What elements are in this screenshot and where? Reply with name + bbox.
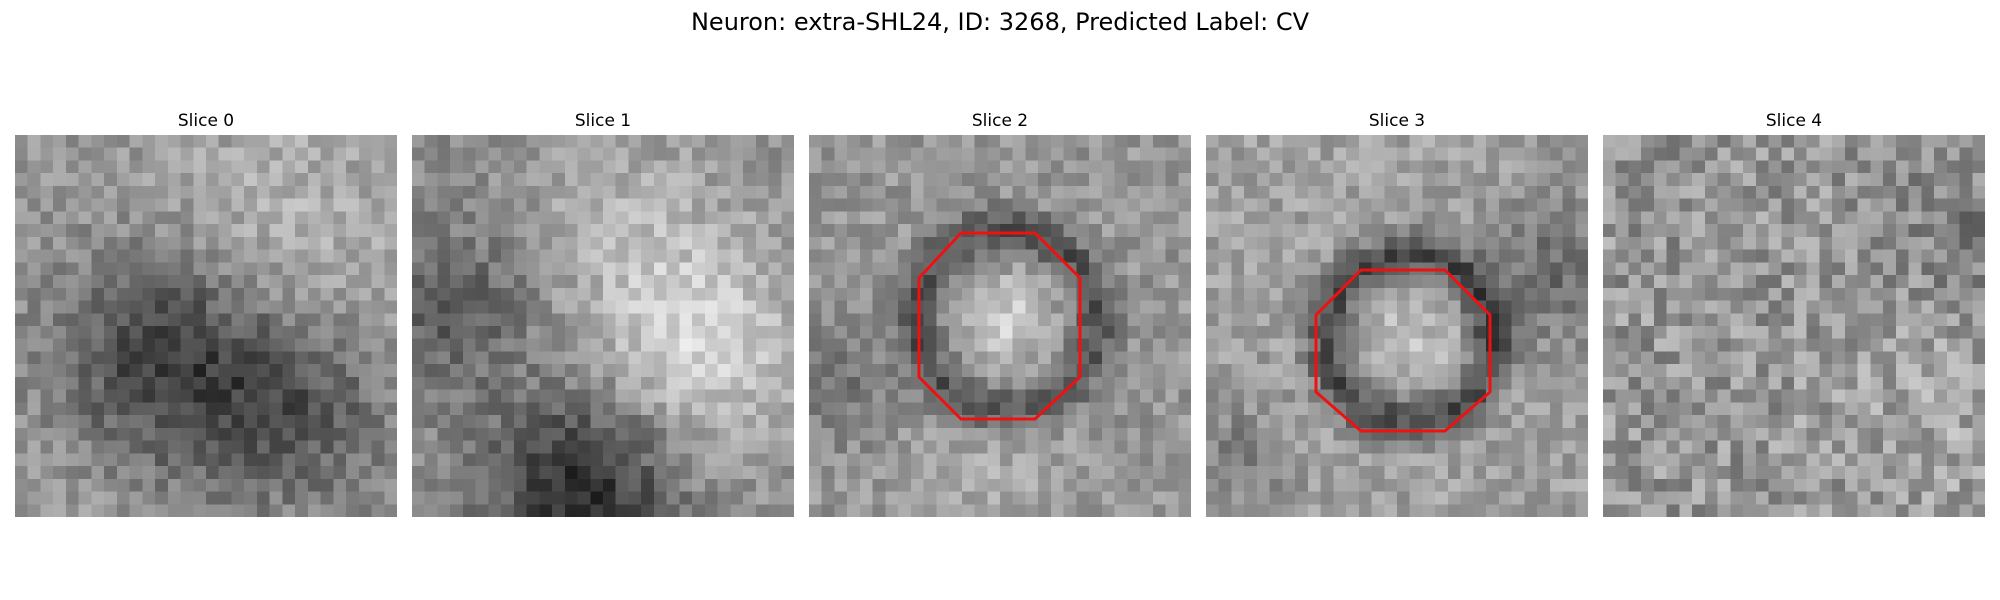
slice-image-3 xyxy=(1206,135,1588,517)
slice-panel-2: Slice 2 xyxy=(809,108,1191,517)
slice-panel-0: Slice 0 xyxy=(15,108,397,517)
slice-title-4: Slice 4 xyxy=(1765,111,1823,131)
slice-panel-4: Slice 4 xyxy=(1603,108,1985,517)
figure-title: Neuron: extra-SHL24, ID: 3268, Predicted… xyxy=(690,8,1310,36)
slice-title-1: Slice 1 xyxy=(574,111,632,131)
slice-image-1 xyxy=(412,135,794,517)
roi-octagon-2 xyxy=(917,231,1082,421)
slice-panel-1: Slice 1 xyxy=(412,108,794,517)
slice-image-0 xyxy=(15,135,397,517)
slice-title-2: Slice 2 xyxy=(971,111,1029,131)
roi-octagon-3 xyxy=(1314,268,1492,433)
slice-image-4 xyxy=(1603,135,1985,517)
slice-panel-3: Slice 3 xyxy=(1206,108,1588,517)
roi-outline-3 xyxy=(1314,268,1492,433)
slice-title-3: Slice 3 xyxy=(1368,111,1426,131)
slice-title-0: Slice 0 xyxy=(177,111,235,131)
slice-image-2 xyxy=(809,135,1191,517)
roi-outline-2 xyxy=(917,231,1082,421)
